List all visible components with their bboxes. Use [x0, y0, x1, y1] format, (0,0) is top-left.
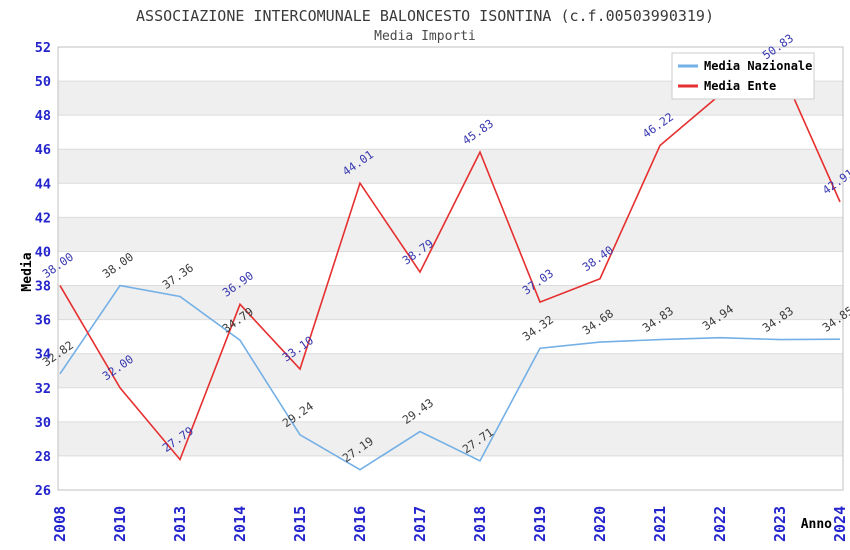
- plot-band: [58, 421, 843, 456]
- y-tick-label: 40: [35, 244, 51, 260]
- legend-box: [671, 52, 815, 100]
- series-lines: [59, 65, 841, 471]
- x-tick-label: 2010: [111, 506, 129, 542]
- legend: Media Nazionale Media Ente: [671, 52, 815, 100]
- x-tick-label: 2014: [231, 506, 249, 542]
- x-tick-label: 2017: [411, 506, 429, 542]
- media-nazionale-line: [59, 284, 841, 471]
- plot-border: [57, 46, 844, 491]
- y-tick-label: 34: [35, 347, 51, 363]
- y-axis-labels: 26 28 30 32 34 36 38 40 42 44 46 48 50 52: [35, 40, 51, 499]
- y-tick-label: 26: [35, 483, 51, 499]
- x-tick-label: 2016: [351, 506, 369, 542]
- x-tick-label: 2022: [711, 506, 729, 542]
- y-tick-label: 50: [35, 74, 51, 90]
- y-tick-label: 52: [35, 40, 51, 56]
- x-tick-label: 2021: [651, 506, 669, 542]
- x-tick-label: 2020: [591, 506, 609, 542]
- x-tick-label: 2018: [471, 506, 489, 542]
- legend-label: Media Ente: [704, 79, 776, 93]
- y-tick-label: 30: [35, 415, 51, 431]
- y-tick-label: 44: [35, 176, 51, 192]
- y-tick-label: 46: [35, 142, 51, 158]
- x-tick-label: 2015: [291, 506, 309, 542]
- gridlines: [58, 80, 843, 457]
- chart-title: ASSOCIAZIONE INTERCOMUNALE BALONCESTO IS…: [136, 7, 714, 25]
- x-axis-labels: 2008 2010 2013 2014 2015 2016 2017 2018 2019 2020…: [51, 506, 849, 542]
- legend-item-media-nazionale: Media Nazionale: [678, 59, 812, 73]
- legend-item-media-ente: Media Ente: [678, 79, 776, 93]
- y-tick-label: 48: [35, 108, 51, 124]
- x-tick-label: 2008: [51, 506, 69, 542]
- y-tick-label: 36: [35, 313, 51, 329]
- y-tick-label: 38: [35, 279, 51, 295]
- x-tick-label: 2024: [831, 506, 849, 542]
- x-tick-label: 2023: [771, 506, 789, 542]
- y-axis-title: Media: [20, 252, 35, 291]
- y-tick-label: 42: [35, 210, 51, 226]
- x-axis-title: Anno: [801, 517, 832, 532]
- plot-band: [58, 353, 843, 388]
- x-tick-label: 2013: [171, 506, 189, 542]
- plot-band: [58, 149, 843, 184]
- chart-subtitle: Media Importi: [374, 29, 476, 44]
- media-ente-line: [59, 65, 841, 462]
- x-tick-label: 2019: [531, 506, 549, 542]
- legend-label: Media Nazionale: [704, 59, 812, 73]
- plot-band: [58, 217, 843, 252]
- y-tick-label: 28: [35, 449, 51, 465]
- y-tick-label: 32: [35, 381, 51, 397]
